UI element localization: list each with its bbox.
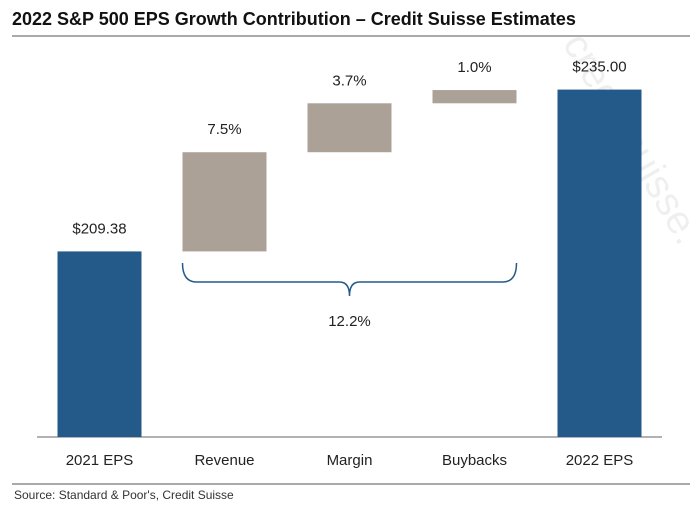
value-label: 7.5% — [207, 121, 241, 138]
source: Source: Standard & Poor's, Credit Suisse — [14, 488, 234, 502]
bar — [432, 90, 517, 104]
bar — [307, 103, 392, 153]
bar — [557, 89, 642, 437]
x-tick-label: Margin — [327, 452, 373, 469]
value-label: $209.38 — [72, 220, 126, 237]
x-tick-label: 2022 EPS — [566, 452, 634, 469]
value-label: $235.00 — [572, 59, 626, 76]
bar — [57, 251, 142, 437]
bar — [182, 152, 267, 252]
chart-title: 2022 S&P 500 EPS Growth Contribution – C… — [12, 9, 576, 29]
value-label: 1.0% — [457, 59, 491, 76]
value-label: 3.7% — [332, 72, 366, 89]
x-tick-label: 2021 EPS — [66, 452, 134, 469]
brace — [181, 262, 518, 297]
x-tick-label: Revenue — [194, 452, 254, 469]
annotation: 12.2% — [328, 313, 371, 330]
x-tick-label: Buybacks — [442, 452, 507, 469]
